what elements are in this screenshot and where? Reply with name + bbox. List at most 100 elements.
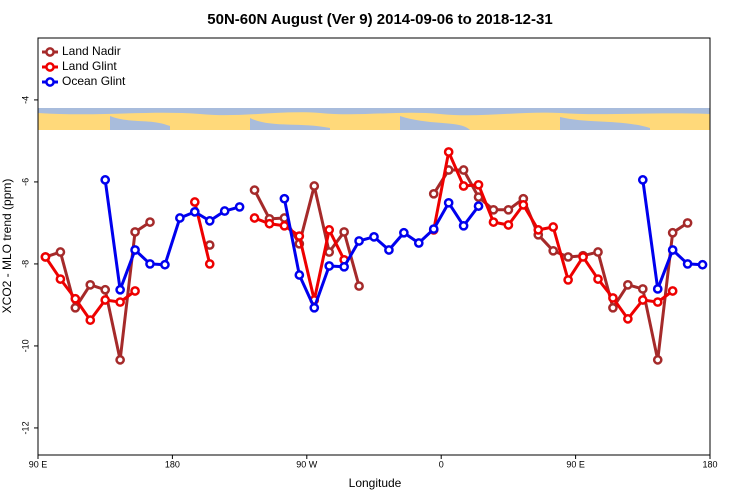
point	[443, 197, 454, 208]
legend-label: Land Glint	[62, 59, 117, 73]
y-tick-label: -4	[20, 96, 30, 104]
x-tick-label: 90 E	[566, 459, 585, 469]
y-tick-label: -8	[20, 260, 30, 268]
point	[145, 217, 155, 227]
point	[503, 204, 514, 215]
point	[189, 207, 200, 217]
point	[384, 245, 394, 255]
point	[533, 225, 544, 235]
point	[55, 274, 66, 284]
point	[324, 247, 335, 257]
point	[399, 227, 409, 238]
point	[249, 213, 260, 223]
point	[115, 297, 125, 307]
point	[175, 213, 185, 223]
point	[85, 315, 96, 325]
point	[548, 222, 559, 232]
point	[324, 225, 335, 235]
point	[593, 247, 603, 257]
point	[428, 224, 439, 234]
point	[503, 220, 514, 230]
legend-marker	[45, 47, 55, 57]
point	[145, 259, 155, 269]
point	[100, 175, 111, 185]
point	[369, 232, 379, 242]
legend-label: Land Nadir	[62, 44, 121, 58]
point	[637, 175, 648, 185]
point	[130, 245, 140, 255]
point	[593, 274, 603, 284]
point	[189, 197, 200, 207]
x-tick-label: 0	[439, 459, 444, 469]
point	[608, 293, 618, 303]
point	[623, 314, 633, 324]
point	[697, 259, 708, 270]
point	[219, 206, 230, 216]
chart-title: 50N-60N August (Ver 9) 2014-09-06 to 201…	[207, 11, 552, 28]
point	[458, 181, 469, 191]
point	[473, 201, 484, 211]
point	[70, 302, 81, 313]
point	[354, 236, 364, 246]
point	[279, 220, 290, 231]
point	[130, 286, 140, 296]
point	[563, 252, 573, 262]
x-tick-label: 180	[165, 459, 180, 469]
legend-marker	[45, 77, 55, 87]
point	[623, 279, 633, 290]
point	[100, 284, 111, 295]
point	[652, 355, 663, 365]
point	[548, 245, 559, 256]
y-tick-label: -6	[20, 178, 30, 186]
point	[40, 252, 51, 262]
point	[637, 284, 648, 294]
point	[279, 193, 290, 204]
point	[115, 355, 125, 365]
point	[428, 188, 439, 199]
point	[234, 202, 245, 212]
point	[667, 227, 678, 238]
point	[204, 216, 215, 226]
point	[413, 238, 424, 248]
point	[458, 220, 469, 231]
point	[70, 293, 81, 304]
point	[264, 218, 275, 229]
point	[339, 261, 349, 272]
point	[130, 227, 140, 237]
y-tick-label: -12	[20, 421, 30, 434]
point	[652, 297, 663, 307]
point	[488, 217, 499, 227]
legend-label: Ocean Glint	[62, 74, 126, 88]
series-line	[44, 150, 674, 322]
point	[294, 231, 305, 241]
point	[160, 259, 170, 270]
x-tick-label: 90 E	[29, 459, 48, 469]
point	[518, 200, 529, 210]
point	[294, 270, 305, 280]
point	[249, 185, 260, 195]
plot-frame	[37, 37, 711, 456]
point	[443, 147, 454, 157]
x-axis-label: Longitude	[349, 476, 402, 490]
point	[682, 218, 693, 228]
y-tick-label: -10	[20, 339, 30, 352]
legend-marker	[45, 62, 55, 72]
point	[458, 165, 469, 175]
point	[652, 284, 663, 294]
point	[324, 261, 335, 271]
point	[309, 302, 320, 313]
point	[55, 247, 66, 257]
point	[339, 227, 349, 237]
point	[563, 275, 573, 285]
point	[667, 245, 678, 255]
y-axis-label: XCO2 - MLO trend (ppm)	[0, 179, 14, 314]
series-line	[44, 168, 689, 362]
point	[667, 286, 678, 296]
point	[354, 281, 364, 291]
point	[100, 295, 111, 305]
point	[115, 284, 125, 295]
point	[204, 259, 215, 269]
point	[637, 295, 648, 305]
